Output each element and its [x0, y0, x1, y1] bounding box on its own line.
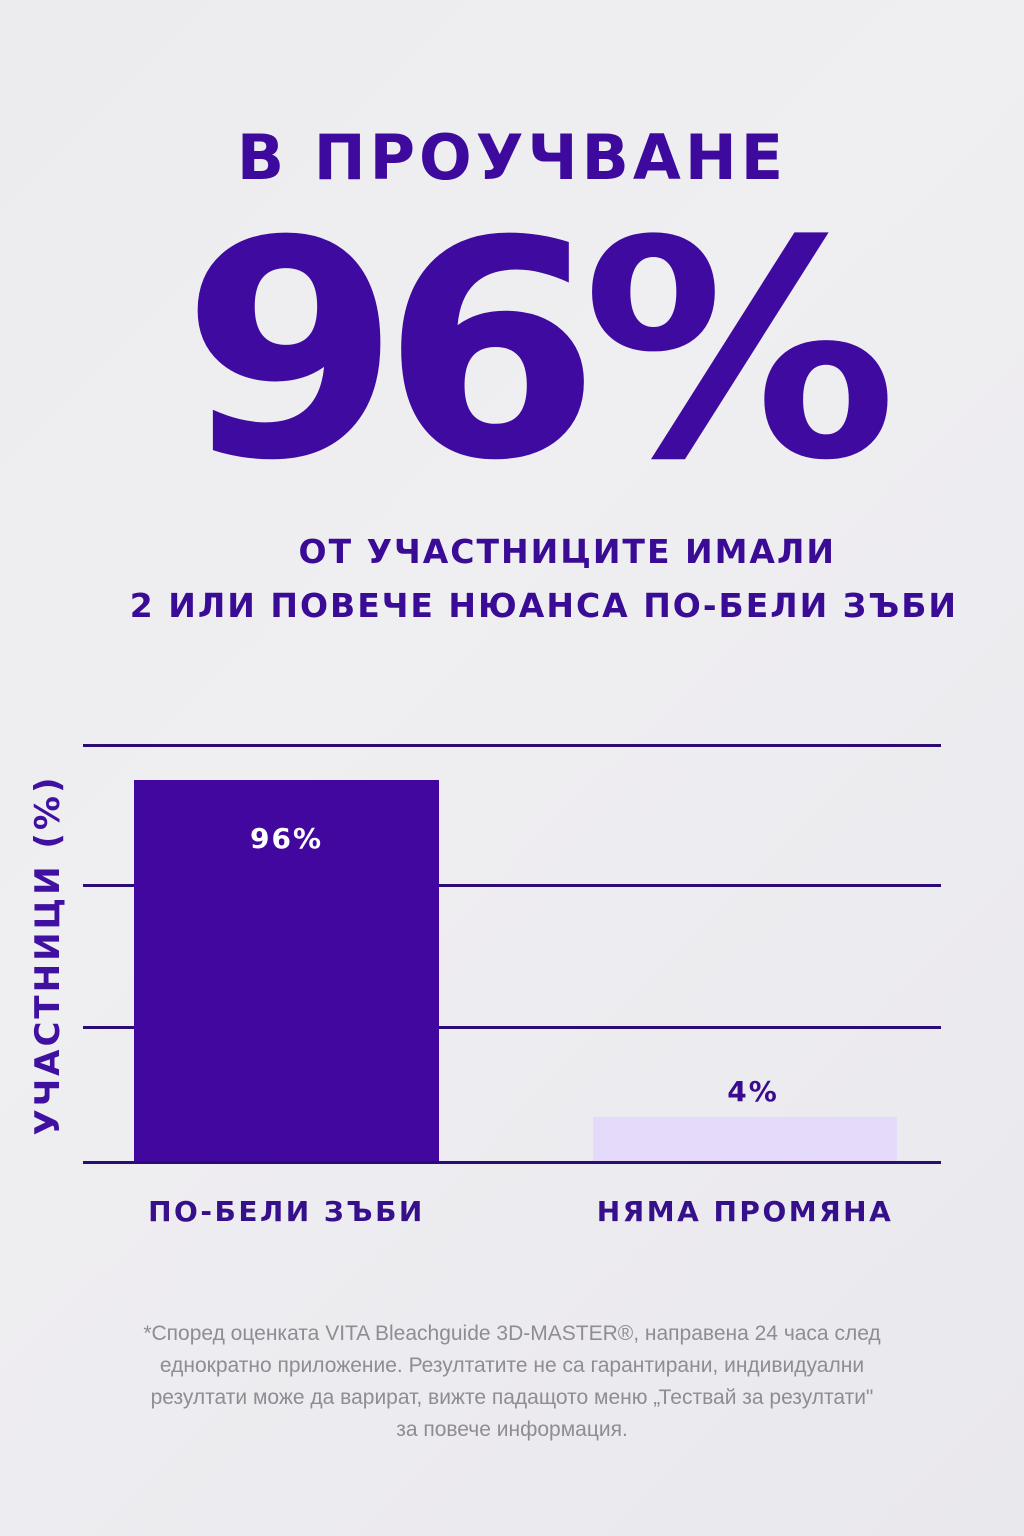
footnote-line-4: за повече информация.	[396, 1418, 628, 1441]
headline-percentage: 96%	[181, 177, 897, 526]
bar-value-whiter-teeth: 96%	[249, 822, 324, 855]
subtitle-line-1: ОТ УЧАСТНИЦИТЕ ИМАЛИ	[298, 532, 836, 571]
subtitle-line-2: 2 ИЛИ ПОВЕЧЕ НЮАНСА ПО-БЕЛИ ЗЪБИ	[129, 586, 958, 625]
y-axis-label: УЧАСТНИЦИ (%)	[28, 774, 68, 1136]
study-kicker: В ПРОУЧВАНЕ	[236, 121, 788, 194]
footnote-line-2: еднократно приложение. Резултатите не са…	[159, 1354, 865, 1377]
gridline-upper	[83, 884, 941, 887]
x-label-whiter-teeth: ПО-БЕЛИ ЗЪБИ	[148, 1195, 425, 1228]
gridline-top	[83, 744, 941, 747]
bar-whiter-teeth	[134, 780, 439, 1162]
disclaimer-footnote: *Според оценката VITA Bleachguide 3D-MAS…	[70, 1318, 954, 1446]
gridline-lower	[83, 1026, 941, 1029]
x-label-no-change: НЯМА ПРОМЯНА	[596, 1195, 894, 1228]
bar-value-no-change: 4%	[727, 1075, 779, 1108]
x-axis-baseline	[83, 1161, 941, 1164]
footnote-line-1: *Според оценката VITA Bleachguide 3D-MAS…	[143, 1322, 881, 1345]
footnote-line-3: резултати може да варират, вижте падащот…	[150, 1386, 874, 1409]
bar-no-change	[593, 1117, 897, 1162]
